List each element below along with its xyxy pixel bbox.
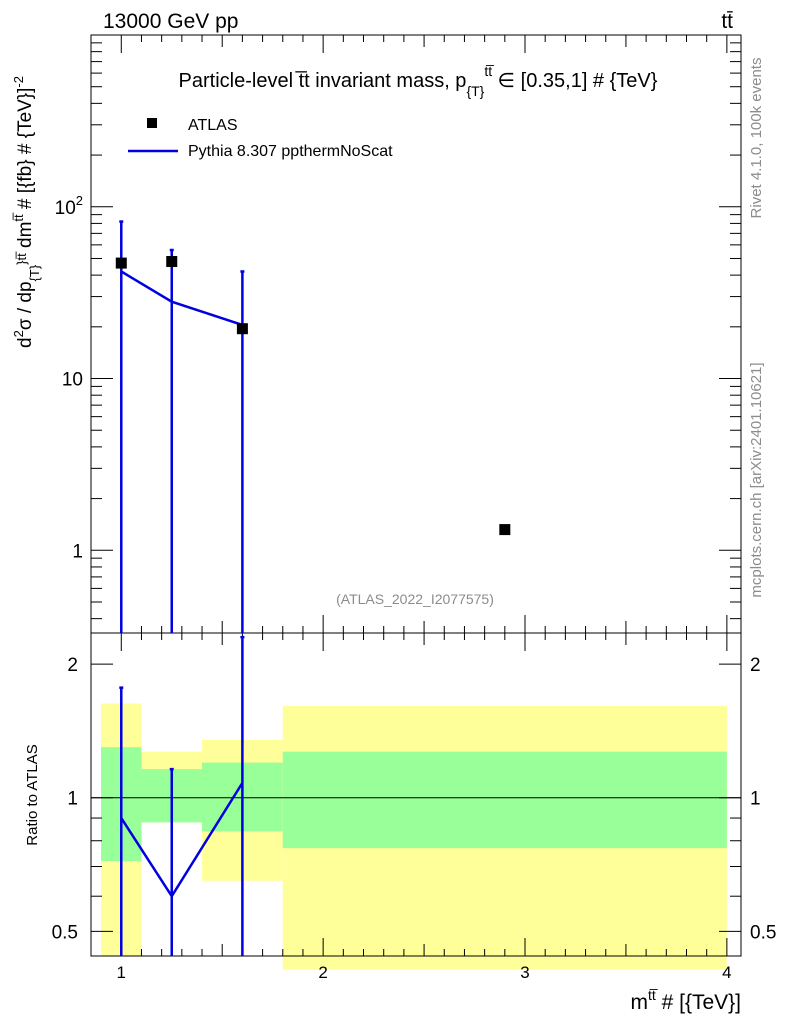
- atlas-point: [236, 323, 248, 335]
- ratio-tick-label: 2: [67, 655, 78, 676]
- mc-line: [120, 270, 243, 327]
- x-tick-label: 4: [722, 963, 731, 982]
- y-axis-label: d2σ / dp{T}}tt̅ dmtt̅ # [{fb} # {TeV}]-2: [11, 76, 42, 348]
- ratio-tick-label: 0.5: [52, 922, 78, 943]
- y-tick-label: 10: [62, 370, 83, 391]
- legend-label-atlas: ATLAS: [188, 117, 238, 134]
- atlas-point: [499, 524, 511, 536]
- y-tick-label: 1: [72, 541, 83, 562]
- ratio-tick-label-right: 1: [750, 789, 761, 810]
- x-axis-label: mtt̅ # [{TeV}]: [630, 987, 741, 1014]
- axis-ticks: 1 2 3 4 102 10 1 2 2 1 1 0.5 0.5: [52, 35, 776, 982]
- ratio-bands: [101, 703, 727, 970]
- mcplots-label: mcplots.cern.ch [arXiv:2401.10621]: [748, 362, 765, 597]
- x-tick-label: 2: [318, 963, 327, 982]
- atlas-point: [166, 256, 178, 268]
- y-tick-label-exponent: 2: [76, 193, 83, 208]
- chart-title: Particle-level t̅t invariant mass, p{T}t…: [179, 63, 658, 99]
- ratio-mc-line: [120, 782, 244, 899]
- ratio-panel-frame: [90, 632, 742, 957]
- x-tick-label: 1: [117, 963, 126, 982]
- process-label: tt̄: [721, 10, 733, 33]
- atlas-point: [115, 257, 127, 269]
- ratio-tick-label: 1: [67, 789, 78, 810]
- main-data: [115, 220, 511, 633]
- ratio-band-inner: [282, 751, 727, 849]
- analysis-watermark: (ATLAS_2022_I2077575): [336, 591, 494, 607]
- y-tick-label: 102: [55, 193, 83, 219]
- x-tick-label: 3: [520, 963, 529, 982]
- energy-label: 13000 GeV pp: [103, 10, 238, 33]
- legend-label-pythia: Pythia 8.307 ppthermNoScat: [188, 143, 393, 160]
- ratio-tick-label-right: 0.5: [750, 922, 776, 943]
- rivet-label: Rivet 4.1.0, 100k events: [748, 58, 765, 219]
- ratio-data: [91, 635, 741, 956]
- ratio-y-axis-label: Ratio to ATLAS: [24, 744, 41, 845]
- ratio-tick-label-right: 2: [750, 655, 761, 676]
- legend-marker-atlas: [147, 118, 157, 128]
